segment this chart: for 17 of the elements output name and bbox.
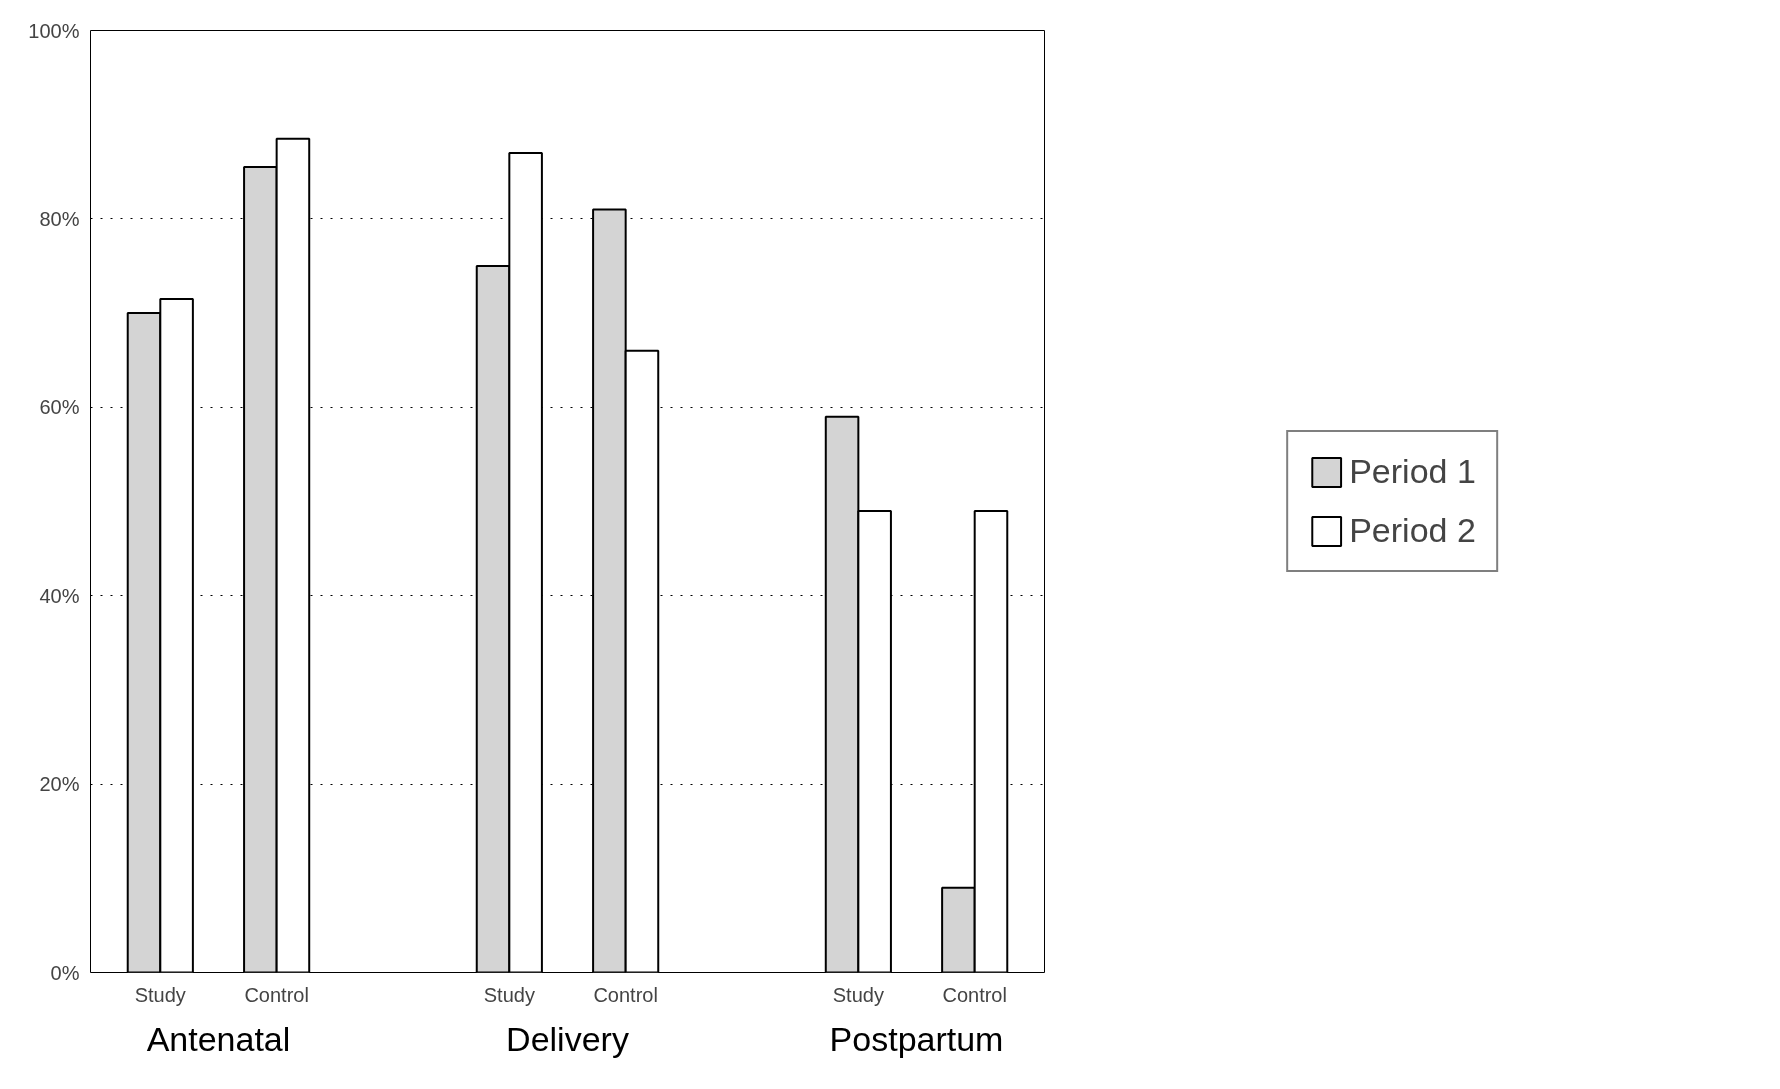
- x-tick-label: Control: [942, 983, 1007, 1006]
- legend-label: Period 2: [1349, 511, 1476, 550]
- y-tick-label: 80%: [39, 207, 80, 230]
- y-tick-label: 60%: [39, 396, 80, 419]
- text: Antenatal: [146, 1019, 291, 1058]
- x-tick-label: Study: [832, 983, 884, 1006]
- y-tick-label: 40%: [39, 584, 80, 607]
- y-tick-label: 100%: [28, 19, 80, 42]
- x-tick-label: Control: [244, 983, 309, 1006]
- x-tick-label: Control: [593, 983, 658, 1006]
- text: Delivery: [506, 1019, 629, 1058]
- x-tick-label: Study: [134, 983, 186, 1006]
- x-tick-label: Study: [483, 983, 535, 1006]
- y-tick-label: 0%: [50, 961, 80, 984]
- text: Postpartum: [829, 1019, 1004, 1058]
- y-tick-label: 20%: [39, 773, 80, 796]
- legend-label: Period 1: [1349, 452, 1476, 491]
